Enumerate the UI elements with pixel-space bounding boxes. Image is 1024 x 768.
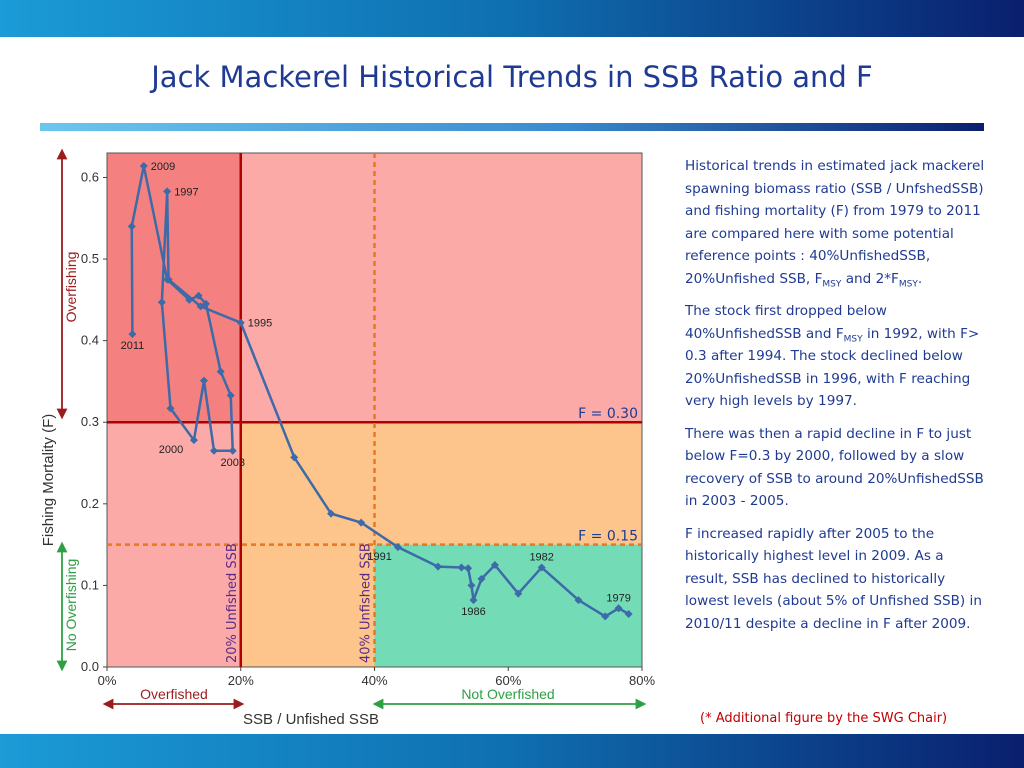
- data-point: [624, 609, 633, 618]
- data-point: [189, 436, 198, 445]
- x-tick-label: 60%: [495, 673, 521, 688]
- year-label: 1982: [529, 551, 553, 563]
- y-tick-label: 0.6: [81, 169, 99, 184]
- y-tick-label: 0.0: [81, 659, 99, 674]
- data-point: [490, 561, 499, 570]
- data-point: [199, 376, 208, 385]
- description-paragraph-1: Historical trends in estimated jack mack…: [685, 158, 985, 290]
- year-label: 1997: [174, 186, 198, 198]
- data-point: [290, 453, 299, 462]
- data-point: [163, 187, 172, 196]
- year-label: 1995: [248, 318, 272, 330]
- year-label: 2009: [151, 161, 175, 173]
- data-point: [236, 318, 245, 327]
- data-point: [614, 604, 623, 613]
- data-point: [166, 404, 175, 413]
- data-point: [469, 596, 478, 605]
- data-point: [157, 298, 166, 307]
- ref-line-label-3: 40% Unfished SSB: [359, 543, 374, 663]
- data-point: [327, 509, 336, 518]
- description-paragraph-4: F increased rapidly after 2005 to the hi…: [685, 525, 982, 632]
- footnote: (* Additional figure by the SWG Chair): [700, 711, 948, 726]
- y-tick-label: 0.1: [81, 577, 99, 592]
- data-point: [228, 446, 237, 455]
- description-panel: Historical trends in estimated jack mack…: [685, 155, 985, 645]
- top-banner: [0, 0, 1024, 37]
- data-point: [601, 612, 610, 621]
- data-point: [201, 299, 210, 308]
- x-tick-label: 80%: [629, 673, 655, 688]
- zone-not-overfished-no-overfishing: [374, 544, 642, 667]
- data-point: [163, 275, 172, 284]
- ref-line-label-1: F = 0.15: [578, 529, 638, 545]
- bottom-banner: [0, 734, 1024, 768]
- year-label: 2003: [220, 457, 244, 469]
- year-label: 1979: [606, 592, 630, 604]
- data-point: [464, 564, 473, 573]
- data-point: [185, 295, 194, 304]
- x-tick-label: 40%: [361, 673, 387, 688]
- year-label: 1991: [367, 551, 391, 563]
- ref-line-label-2: 20% Unfished SSB: [225, 543, 240, 663]
- year-label: 2000: [159, 444, 183, 456]
- data-point: [457, 563, 466, 572]
- year-label: 1986: [461, 606, 485, 618]
- data-point: [467, 581, 476, 590]
- y-tick-label: 0.3: [81, 414, 99, 429]
- data-point: [357, 518, 366, 527]
- overfishing-label: Overfishing: [63, 252, 79, 323]
- ref-line-label-0: F = 0.30: [578, 406, 638, 422]
- data-point: [226, 391, 235, 400]
- zone-overfished-overfishing: [107, 153, 241, 423]
- x-tick-label: 20%: [228, 673, 254, 688]
- not-overfished-label: Not Overfished: [461, 686, 554, 702]
- no-overfishing-label: No Overfishing: [63, 559, 79, 652]
- overfished-label: Overfished: [140, 686, 208, 702]
- data-point: [393, 543, 402, 552]
- data-point: [194, 291, 203, 300]
- chart: F = 0.30 F = 0.15 20% Unfished SSB 40% Unfi…: [40, 148, 655, 728]
- data-point: [514, 589, 523, 598]
- description-paragraph-2: The stock first dropped below 40%Unfishe…: [685, 303, 980, 409]
- data-point: [537, 563, 546, 572]
- year-label: 2011: [121, 340, 145, 352]
- data-point: [139, 162, 148, 171]
- x-tick-label: 0%: [98, 673, 117, 688]
- title-underline: [40, 123, 984, 131]
- data-point: [127, 222, 136, 231]
- x-axis-label: SSB / Unfished SSB: [243, 711, 379, 728]
- data-point: [434, 562, 443, 571]
- description-paragraph-3: There was then a rapid decline in F to j…: [685, 425, 984, 510]
- y-axis-label: Fishing Mortality (F): [40, 414, 57, 547]
- data-point: [477, 574, 486, 583]
- data-point: [210, 446, 218, 455]
- data-point: [128, 330, 137, 339]
- y-tick-label: 0.2: [81, 496, 99, 511]
- y-tick-label: 0.4: [81, 333, 99, 348]
- y-tick-label: 0.5: [81, 251, 99, 266]
- data-point: [216, 367, 225, 376]
- data-point: [574, 596, 583, 605]
- slide-title: Jack Mackerel Historical Trends in SSB R…: [151, 60, 873, 94]
